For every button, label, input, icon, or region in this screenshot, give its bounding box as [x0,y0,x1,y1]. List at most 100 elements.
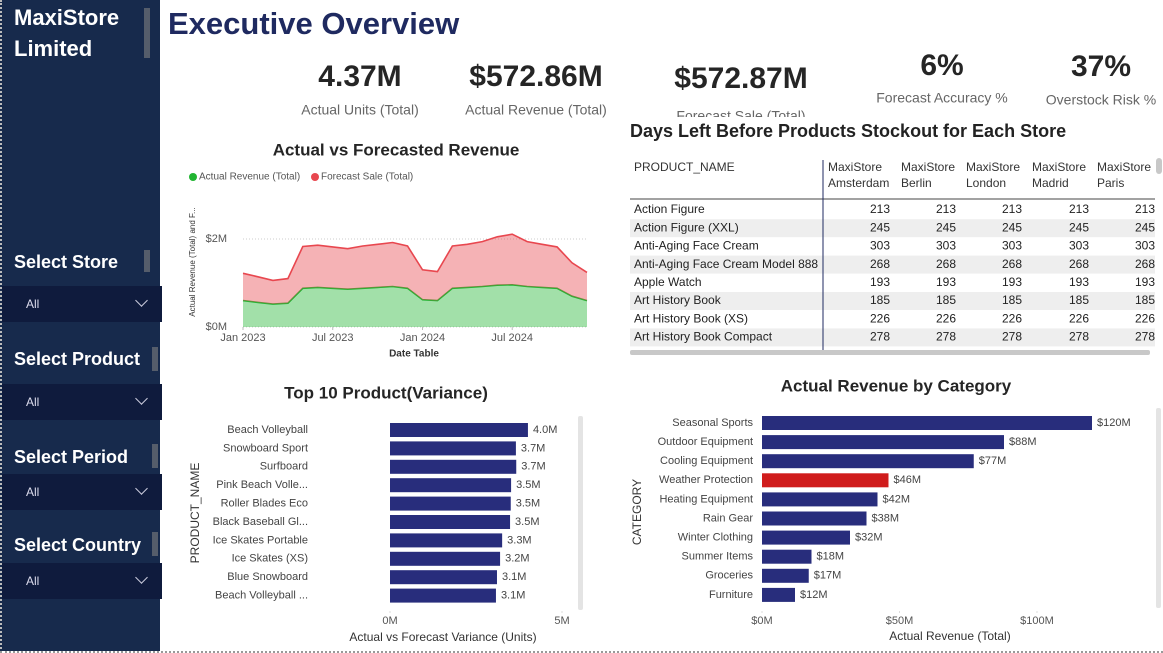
grip [144,8,150,58]
table-cell: 213 [1002,202,1022,216]
kpi-label: Overstock Risk % [1046,92,1156,108]
y-tick-label: Ice Skates Portable [213,534,308,546]
table-header: MaxiStore [1032,160,1086,174]
y-tick-label: Surfboard [260,461,308,473]
area [243,284,587,327]
table-cell: 185 [1135,293,1155,307]
kpi-label: Actual Units (Total) [301,102,418,118]
data-label: 3.5M [516,498,540,510]
table-header: Madrid [1032,176,1069,190]
y-tick-label: Beach Volleyball [227,424,308,436]
table-hscroll [630,350,1150,355]
country-dropdown[interactable]: All [2,563,162,599]
grip [152,532,158,556]
filter-label: Select Country [14,535,142,555]
dropdown-value[interactable]: All [26,574,40,588]
table-title: Days Left Before Products Stockout for E… [630,121,1066,141]
x-tick-label: $50M [886,615,914,627]
x-tick-label: Jan 2024 [400,332,445,344]
x-tick-label: $0M [751,615,772,627]
bar [390,496,511,511]
y-tick-label: Outdoor Equipment [658,436,753,448]
scrollbar [1156,408,1161,608]
kpi-label: Forecast Accuracy % [876,90,1008,106]
y-axis-label: Actual Revenue (Total) and F... [188,207,197,316]
chart-title: Actual Revenue by Category [781,376,1012,395]
legend-marker [189,173,197,181]
row-band [630,219,1155,238]
table-cell: 268 [1069,257,1089,271]
bar [762,416,1092,430]
scrollbar [1156,158,1162,174]
kpi-value: $572.86M [469,60,602,93]
table-cell: 213 [1135,202,1155,216]
data-label: $77M [979,455,1007,467]
y-tick-label: Black Baseball Gl... [213,516,308,528]
data-label: 3.1M [502,571,526,583]
table-cell: 193 [870,275,890,289]
dropdown-value[interactable]: All [26,485,40,499]
filter-label: Select Period [14,447,129,467]
bar [390,478,512,493]
data-label: $17M [814,570,842,582]
table-cell: 245 [1002,220,1022,234]
x-axis-label: Actual vs Forecast Variance (Units) [349,630,536,644]
data-label: 3.3M [507,534,531,546]
kpi-label: Actual Revenue (Total) [465,102,607,118]
y-tick-label: Groceries [705,570,753,582]
table-cell: 245 [1135,220,1155,234]
table-cell: 213 [936,202,956,216]
table-header: PRODUCT_NAME [634,160,735,174]
data-label: $88M [1009,436,1037,448]
row-band [630,255,1155,274]
filter-label: Select Store [14,252,119,272]
y-tick-label: $2M [206,233,227,245]
y-tick-label: Seasonal Sports [672,417,753,429]
dropdown-value[interactable]: All [26,297,40,311]
data-label: 3.2M [505,553,529,565]
kpi-label: Forecast Sale (Total) [676,108,805,124]
x-tick-label: Jul 2024 [491,332,533,344]
row-band [630,292,1155,310]
area-edge [242,233,588,282]
data-label: 3.7M [521,442,545,454]
table-cell: 185 [870,293,890,307]
table-cell: Art History Book (XS) [634,311,748,325]
table-cell: 226 [1002,311,1022,325]
sidebar: MaxiStore Limited Select Store All Selec… [0,0,162,651]
bar [762,454,974,469]
dropdown-value[interactable]: All [26,395,40,409]
grip [152,444,158,468]
kpi-value: 4.37M [318,60,401,93]
table-cell: Anti-Aging Face Cream [634,239,759,253]
table-cell: 268 [1002,257,1022,271]
table-header: Paris [1097,176,1124,190]
product-dropdown[interactable]: All [2,384,162,420]
y-tick-label: Beach Volleyball ... [215,590,308,602]
bar [762,492,878,507]
y-tick-label: Pink Beach Volle... [216,479,308,491]
kpi-value: $572.87M [674,62,807,95]
table-cell: 245 [870,220,890,234]
table-cell: Anti-Aging Face Cream Model 888 [634,257,818,271]
table-cell: Art History Book [634,293,722,307]
table-cell: 226 [870,311,890,325]
data-label: $32M [855,532,883,544]
data-label: 3.1M [501,590,525,602]
table-cell: Art History Book Compact [634,330,773,344]
data-label: 4.0M [533,424,557,436]
table-cell: 193 [1069,275,1089,289]
y-tick-label: Summer Items [681,551,753,563]
y-tick-label: Roller Blades Eco [221,498,308,510]
company-name: MaxiStore Limited [14,5,120,61]
data-label: $38M [872,512,900,524]
chart-title: Top 10 Product(Variance) [284,383,488,402]
scrollbar [578,416,583,610]
period-dropdown[interactable]: All [2,474,162,510]
x-tick-label: 0M [382,615,397,627]
store-dropdown[interactable]: All [2,286,162,322]
chart-title: Actual vs Forecasted Revenue [273,140,520,159]
bar [762,587,795,602]
table-cell: 193 [936,275,956,289]
